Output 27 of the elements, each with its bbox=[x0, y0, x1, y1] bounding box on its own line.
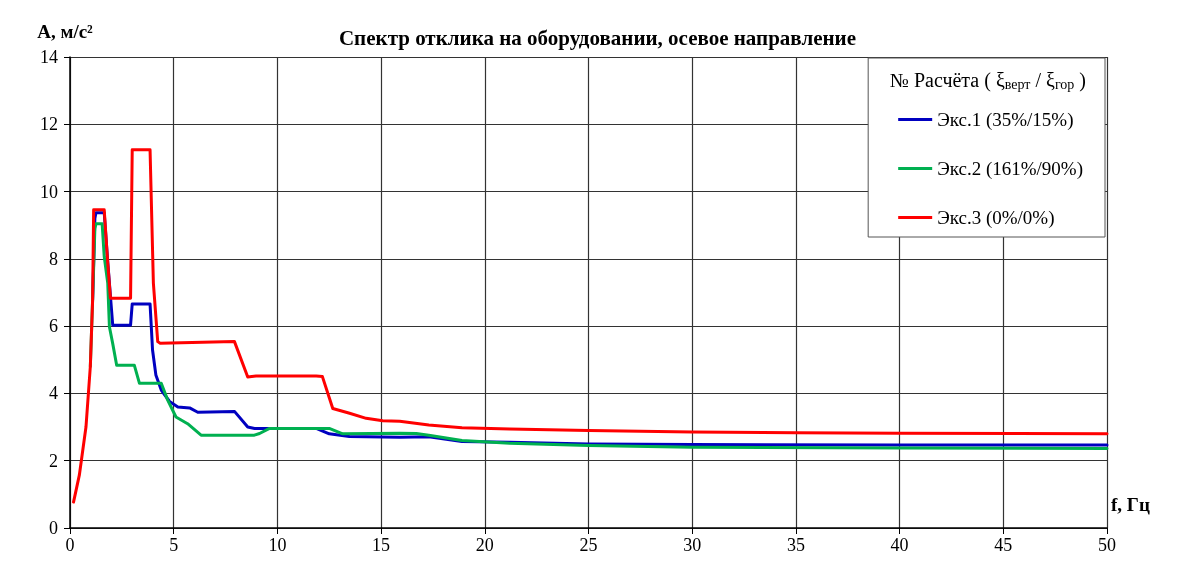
x-tick-label: 25 bbox=[579, 535, 598, 555]
x-tick-label: 40 bbox=[890, 535, 909, 555]
x-tick-label: 15 bbox=[372, 535, 391, 555]
y-tick-label: 6 bbox=[49, 316, 58, 337]
legend-title: № Расчёта ( ξверт / ξгор ) bbox=[889, 69, 1087, 92]
x-tick-label: 35 bbox=[786, 535, 805, 555]
x-tick-label: 20 bbox=[475, 535, 494, 555]
x-tick-label: 0 bbox=[65, 535, 75, 555]
legend-label: Экс.3 (0%/0%) bbox=[937, 207, 1055, 229]
legend-label: Экс.2 (161%/90%) bbox=[937, 158, 1084, 180]
x-axis-title: f, Гц bbox=[1111, 494, 1150, 515]
y-axis-title: A, м/с² bbox=[37, 21, 94, 42]
x-tick-label: 30 bbox=[683, 535, 702, 555]
y-tick-label: 4 bbox=[49, 383, 58, 404]
y-tick-label: 14 bbox=[40, 47, 58, 67]
y-tick-label: 12 bbox=[40, 114, 58, 135]
y-tick-label: 10 bbox=[40, 181, 58, 202]
x-tick-label: 10 bbox=[268, 535, 287, 555]
y-tick-label: 8 bbox=[49, 248, 58, 269]
chart-title: Спектр отклика на оборудовании, осевое направление bbox=[338, 25, 857, 50]
y-tick-label: 0 bbox=[49, 518, 58, 538]
x-tick-label: 45 bbox=[994, 535, 1013, 555]
x-tick-label: 50 bbox=[1098, 535, 1116, 555]
legend-label: Экс.1 (35%/15%) bbox=[937, 109, 1074, 131]
y-tick-label: 2 bbox=[49, 450, 58, 471]
line-series bbox=[72, 148, 1109, 504]
x-tick-label: 5 bbox=[169, 535, 179, 555]
